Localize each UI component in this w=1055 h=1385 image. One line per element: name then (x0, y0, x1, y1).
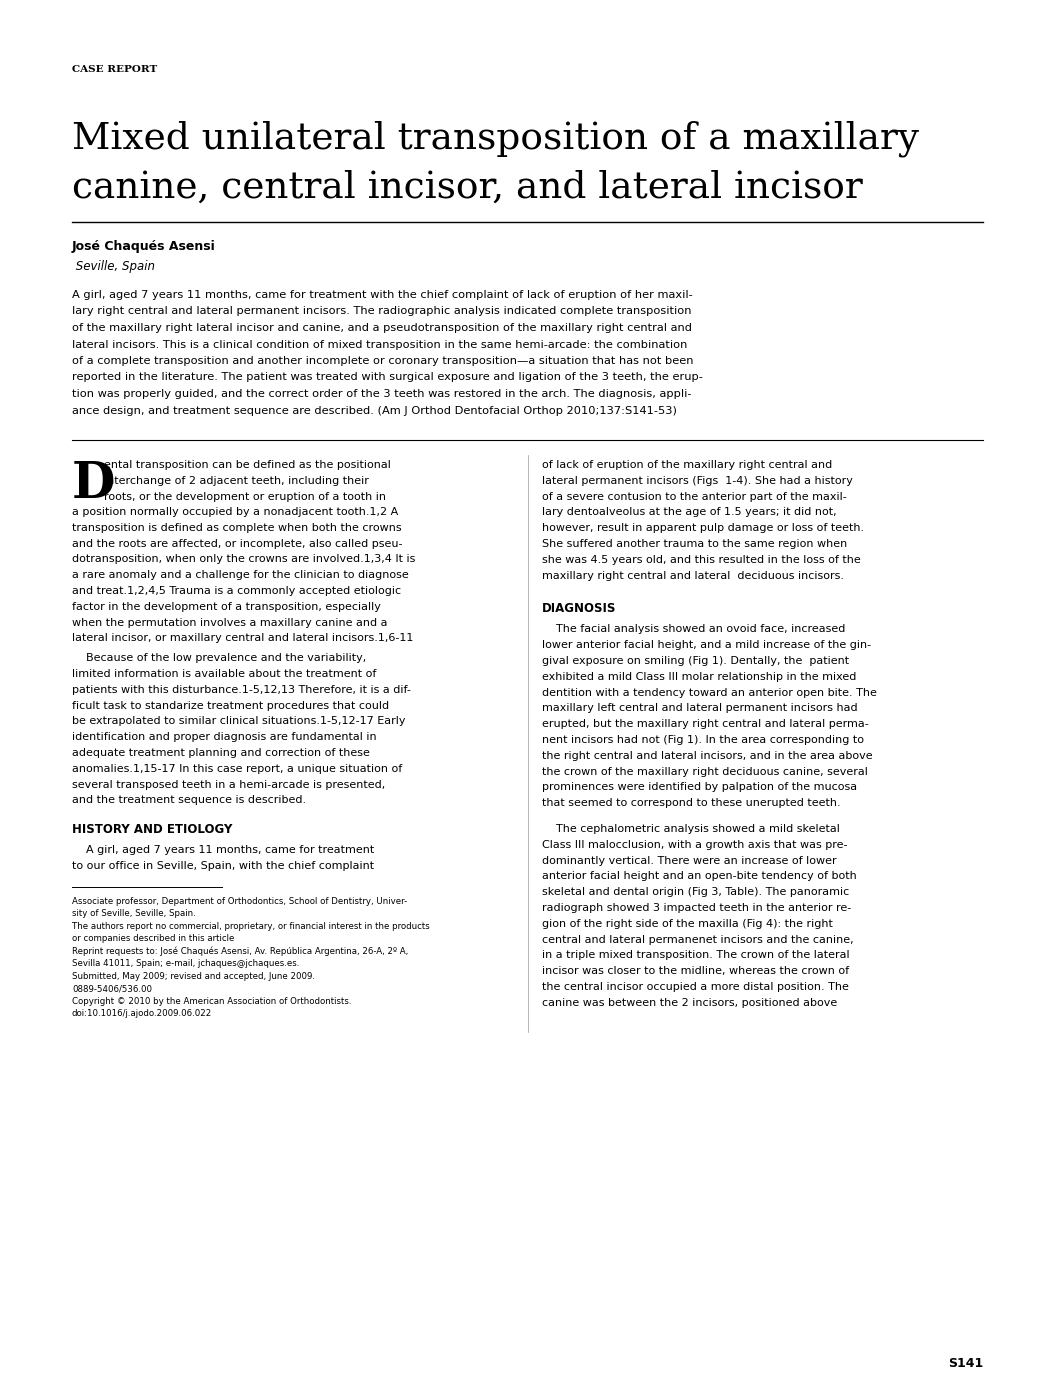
Text: Associate professor, Department of Orthodontics, School of Dentistry, Univer-: Associate professor, Department of Ortho… (72, 897, 407, 906)
Text: and treat.1,2,4,5 Trauma is a commonly accepted etiologic: and treat.1,2,4,5 Trauma is a commonly a… (72, 586, 401, 596)
Text: adequate treatment planning and correction of these: adequate treatment planning and correcti… (72, 748, 370, 758)
Text: be extrapolated to similar clinical situations.1-5,12-17 Early: be extrapolated to similar clinical situ… (72, 716, 405, 726)
Text: lateral incisor, or maxillary central and lateral incisors.1,6-11: lateral incisor, or maxillary central an… (72, 633, 414, 644)
Text: central and lateral permanenet incisors and the canine,: central and lateral permanenet incisors … (541, 935, 853, 945)
Text: Mixed unilateral transposition of a maxillary: Mixed unilateral transposition of a maxi… (72, 120, 919, 157)
Text: Reprint requests to: José Chaqués Asensi, Av. República Argentina, 26-A, 2º A,: Reprint requests to: José Chaqués Asensi… (72, 947, 408, 956)
Text: ance design, and treatment sequence are described. (Am J Orthod Dentofacial Orth: ance design, and treatment sequence are … (72, 406, 677, 415)
Text: anterior facial height and an open-bite tendency of both: anterior facial height and an open-bite … (541, 871, 857, 881)
Text: nent incisors had not (Fig 1). In the area corresponding to: nent incisors had not (Fig 1). In the ar… (541, 735, 863, 745)
Text: ficult task to standarize treatment procedures that could: ficult task to standarize treatment proc… (72, 701, 389, 711)
Text: several transposed teeth in a hemi-arcade is presented,: several transposed teeth in a hemi-arcad… (72, 780, 385, 789)
Text: incisor was closer to the midline, whereas the crown of: incisor was closer to the midline, where… (541, 967, 848, 976)
Text: that seemed to correspond to these unerupted teeth.: that seemed to correspond to these uneru… (541, 798, 840, 809)
Text: identification and proper diagnosis are fundamental in: identification and proper diagnosis are … (72, 733, 377, 742)
Text: Seville, Spain: Seville, Spain (72, 260, 155, 273)
Text: lateral incisors. This is a clinical condition of mixed transposition in the sam: lateral incisors. This is a clinical con… (72, 339, 688, 349)
Text: and the roots are affected, or incomplete, also called pseu-: and the roots are affected, or incomplet… (72, 539, 403, 548)
Text: sity of Seville, Seville, Spain.: sity of Seville, Seville, Spain. (72, 910, 196, 918)
Text: lary right central and lateral permanent incisors. The radiographic analysis ind: lary right central and lateral permanent… (72, 306, 691, 317)
Text: Class III malocclusion, with a growth axis that was pre-: Class III malocclusion, with a growth ax… (541, 839, 847, 850)
Text: a position normally occupied by a nonadjacent tooth.1,2 A: a position normally occupied by a nonadj… (72, 507, 398, 517)
Text: lary dentoalveolus at the age of 1.5 years; it did not,: lary dentoalveolus at the age of 1.5 yea… (541, 507, 837, 518)
Text: she was 4.5 years old, and this resulted in the loss of the: she was 4.5 years old, and this resulted… (541, 555, 860, 565)
Text: skeletal and dental origin (Fig 3, Table). The panoramic: skeletal and dental origin (Fig 3, Table… (541, 888, 849, 897)
Text: lateral permanent incisors (Figs  1-4). She had a history: lateral permanent incisors (Figs 1-4). S… (541, 476, 852, 486)
Text: interchange of 2 adjacent teeth, including their: interchange of 2 adjacent teeth, includi… (104, 476, 369, 486)
Text: Because of the low prevalence and the variability,: Because of the low prevalence and the va… (72, 654, 366, 663)
Text: limited information is available about the treatment of: limited information is available about t… (72, 669, 377, 679)
Text: A girl, aged 7 years 11 months, came for treatment with the chief complaint of l: A girl, aged 7 years 11 months, came for… (72, 289, 693, 301)
Text: canine, central incisor, and lateral incisor: canine, central incisor, and lateral inc… (72, 170, 863, 206)
Text: The cephalometric analysis showed a mild skeletal: The cephalometric analysis showed a mild… (541, 824, 840, 834)
Text: anomalies.1,15-17 In this case report, a unique situation of: anomalies.1,15-17 In this case report, a… (72, 763, 402, 774)
Text: maxillary left central and lateral permanent incisors had: maxillary left central and lateral perma… (541, 704, 857, 713)
Text: Sevilla 41011, Spain; e-mail, jchaques@jchaques.es.: Sevilla 41011, Spain; e-mail, jchaques@j… (72, 960, 300, 968)
Text: She suffered another trauma to the same region when: She suffered another trauma to the same … (541, 539, 847, 548)
Text: the crown of the maxillary right deciduous canine, several: the crown of the maxillary right deciduo… (541, 767, 867, 777)
Text: of a complete transposition and another incomplete or coronary transposition—a s: of a complete transposition and another … (72, 356, 693, 366)
Text: Submitted, May 2009; revised and accepted, June 2009.: Submitted, May 2009; revised and accepte… (72, 972, 315, 981)
Text: or companies described in this article: or companies described in this article (72, 935, 234, 943)
Text: when the permutation involves a maxillary canine and a: when the permutation involves a maxillar… (72, 618, 387, 627)
Text: transposition is defined as complete when both the crowns: transposition is defined as complete whe… (72, 522, 402, 533)
Text: the central incisor occupied a more distal position. The: the central incisor occupied a more dist… (541, 982, 848, 992)
Text: gion of the right side of the maxilla (Fig 4): the right: gion of the right side of the maxilla (F… (541, 918, 832, 929)
Text: in a triple mixed transposition. The crown of the lateral: in a triple mixed transposition. The cro… (541, 950, 849, 960)
Text: maxillary right central and lateral  deciduous incisors.: maxillary right central and lateral deci… (541, 571, 844, 580)
Text: and the treatment sequence is described.: and the treatment sequence is described. (72, 795, 306, 806)
Text: The facial analysis showed an ovoid face, increased: The facial analysis showed an ovoid face… (541, 625, 845, 634)
Text: Copyright © 2010 by the American Association of Orthodontists.: Copyright © 2010 by the American Associa… (72, 997, 351, 1006)
Text: the right central and lateral incisors, and in the area above: the right central and lateral incisors, … (541, 751, 872, 760)
Text: CASE REPORT: CASE REPORT (72, 65, 157, 73)
Text: exhibited a mild Class III molar relationship in the mixed: exhibited a mild Class III molar relatio… (541, 672, 856, 681)
Text: DIAGNOSIS: DIAGNOSIS (541, 602, 616, 615)
Text: 0889-5406/536.00: 0889-5406/536.00 (72, 985, 152, 993)
Text: The authors report no commercial, proprietary, or financial interest in the prod: The authors report no commercial, propri… (72, 922, 429, 931)
Text: HISTORY AND ETIOLOGY: HISTORY AND ETIOLOGY (72, 823, 232, 837)
Text: of the maxillary right lateral incisor and canine, and a pseudotransposition of : of the maxillary right lateral incisor a… (72, 323, 692, 332)
Text: of lack of eruption of the maxillary right central and: of lack of eruption of the maxillary rig… (541, 460, 831, 470)
Text: reported in the literature. The patient was treated with surgical exposure and l: reported in the literature. The patient … (72, 373, 703, 382)
Text: however, result in apparent pulp damage or loss of teeth.: however, result in apparent pulp damage … (541, 524, 864, 533)
Text: radiograph showed 3 impacted teeth in the anterior re-: radiograph showed 3 impacted teeth in th… (541, 903, 850, 913)
Text: canine was between the 2 incisors, positioned above: canine was between the 2 incisors, posit… (541, 997, 837, 1008)
Text: roots, or the development or eruption of a tooth in: roots, or the development or eruption of… (104, 492, 386, 501)
Text: José Chaqués Asensi: José Chaqués Asensi (72, 240, 216, 253)
Text: erupted, but the maxillary right central and lateral perma-: erupted, but the maxillary right central… (541, 719, 868, 729)
Text: patients with this disturbance.1-5,12,13 Therefore, it is a dif-: patients with this disturbance.1-5,12,13… (72, 684, 410, 695)
Text: factor in the development of a transposition, especially: factor in the development of a transposi… (72, 602, 381, 612)
Text: dominantly vertical. There were an increase of lower: dominantly vertical. There were an incre… (541, 856, 837, 866)
Text: a rare anomaly and a challenge for the clinician to diagnose: a rare anomaly and a challenge for the c… (72, 571, 408, 580)
Text: S141: S141 (947, 1357, 983, 1370)
Text: ental transposition can be defined as the positional: ental transposition can be defined as th… (104, 460, 390, 470)
Text: A girl, aged 7 years 11 months, came for treatment: A girl, aged 7 years 11 months, came for… (72, 845, 375, 855)
Text: gival exposure on smiling (Fig 1). Dentally, the  patient: gival exposure on smiling (Fig 1). Denta… (541, 656, 848, 666)
Text: to our office in Seville, Spain, with the chief complaint: to our office in Seville, Spain, with th… (72, 861, 375, 871)
Text: of a severe contusion to the anterior part of the maxil-: of a severe contusion to the anterior pa… (541, 492, 846, 501)
Text: D: D (72, 460, 115, 510)
Text: dotransposition, when only the crowns are involved.1,3,4 It is: dotransposition, when only the crowns ar… (72, 554, 416, 565)
Text: prominences were identified by palpation of the mucosa: prominences were identified by palpation… (541, 783, 857, 792)
Text: doi:10.1016/j.ajodo.2009.06.022: doi:10.1016/j.ajodo.2009.06.022 (72, 1010, 212, 1018)
Text: tion was properly guided, and the correct order of the 3 teeth was restored in t: tion was properly guided, and the correc… (72, 389, 691, 399)
Text: dentition with a tendency toward an anterior open bite. The: dentition with a tendency toward an ante… (541, 687, 877, 698)
Text: lower anterior facial height, and a mild increase of the gin-: lower anterior facial height, and a mild… (541, 640, 870, 650)
